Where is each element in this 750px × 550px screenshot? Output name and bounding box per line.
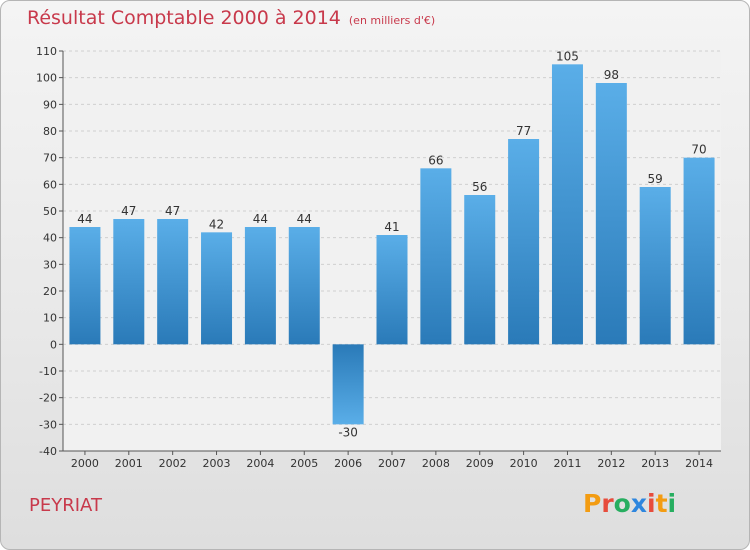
value-label-2013: 59: [648, 172, 663, 186]
logo-letter: i: [647, 489, 656, 518]
bar-2009: [464, 195, 496, 345]
bar-2000: [69, 227, 101, 345]
y-tick-label: -10: [39, 365, 57, 378]
value-label-2004: 44: [253, 212, 268, 226]
x-tick-label: 2003: [203, 457, 231, 470]
logo-letter: t: [655, 489, 668, 518]
value-label-2003: 42: [209, 217, 224, 231]
bar-2004: [244, 227, 276, 345]
y-tick-label: 110: [36, 45, 57, 58]
bar-2006: [332, 344, 364, 425]
y-tick-label: 80: [43, 125, 57, 138]
x-tick-label: 2008: [422, 457, 450, 470]
y-tick-label: 40: [43, 232, 57, 245]
chart-subtitle: (en milliers d'€): [348, 14, 436, 27]
bar-2011: [551, 64, 583, 345]
value-label-2009: 56: [472, 180, 487, 194]
y-tick-label: 10: [43, 312, 57, 325]
value-label-2005: 44: [297, 212, 312, 226]
commune-name: PEYRIAT: [29, 495, 102, 516]
bar-2001: [113, 219, 145, 345]
bar-2008: [420, 168, 452, 345]
chart-title-text: Résultat Comptable 2000 à 2014: [27, 7, 341, 29]
chart-title: Résultat Comptable 2000 à 2014 (en millie…: [27, 7, 435, 29]
bar-2002: [157, 219, 189, 345]
logo-letter: x: [630, 489, 647, 518]
x-tick-label: 2007: [378, 457, 406, 470]
x-tick-label: 2009: [466, 457, 494, 470]
y-tick-label: 70: [43, 152, 57, 165]
value-label-2012: 98: [604, 68, 619, 82]
y-tick-label: 30: [43, 258, 57, 271]
y-tick-label: 0: [50, 338, 57, 351]
x-tick-label: 2006: [334, 457, 362, 470]
bar-2012: [595, 83, 627, 345]
x-tick-label: 2011: [553, 457, 581, 470]
proxiti-logo: Proxiti: [583, 489, 676, 518]
value-label-2001: 47: [121, 204, 136, 218]
x-tick-label: 2013: [641, 457, 669, 470]
value-label-2006: -30: [338, 425, 358, 439]
bar-2007: [376, 235, 408, 345]
value-label-2000: 44: [77, 212, 92, 226]
bar-2010: [508, 139, 540, 345]
value-label-2011: 105: [556, 49, 579, 63]
y-tick-label: 100: [36, 72, 57, 85]
value-label-2014: 70: [691, 143, 706, 157]
x-tick-label: 2005: [290, 457, 318, 470]
logo-letter: r: [601, 489, 614, 518]
logo-letter: P: [583, 489, 602, 518]
bar-2014: [683, 157, 715, 345]
bar-2005: [288, 227, 320, 345]
y-tick-label: -40: [39, 445, 57, 458]
value-label-2010: 77: [516, 124, 531, 138]
value-label-2007: 41: [384, 220, 399, 234]
y-tick-label: -30: [39, 418, 57, 431]
bar-2013: [639, 187, 671, 345]
x-tick-label: 2000: [71, 457, 99, 470]
logo-letter: o: [613, 489, 631, 518]
x-tick-label: 2004: [246, 457, 274, 470]
logo-letter: i: [667, 489, 677, 518]
value-label-2008: 66: [428, 153, 443, 167]
x-tick-label: 2014: [685, 457, 713, 470]
y-tick-label: 90: [43, 98, 57, 111]
y-tick-label: -20: [39, 392, 57, 405]
bar-2003: [201, 232, 233, 345]
x-tick-label: 2012: [597, 457, 625, 470]
value-label-2002: 47: [165, 204, 180, 218]
x-tick-label: 2002: [159, 457, 187, 470]
x-tick-label: 2001: [115, 457, 143, 470]
y-tick-label: 20: [43, 285, 57, 298]
y-tick-label: 50: [43, 205, 57, 218]
y-tick-label: 60: [43, 178, 57, 191]
x-tick-label: 2010: [510, 457, 538, 470]
